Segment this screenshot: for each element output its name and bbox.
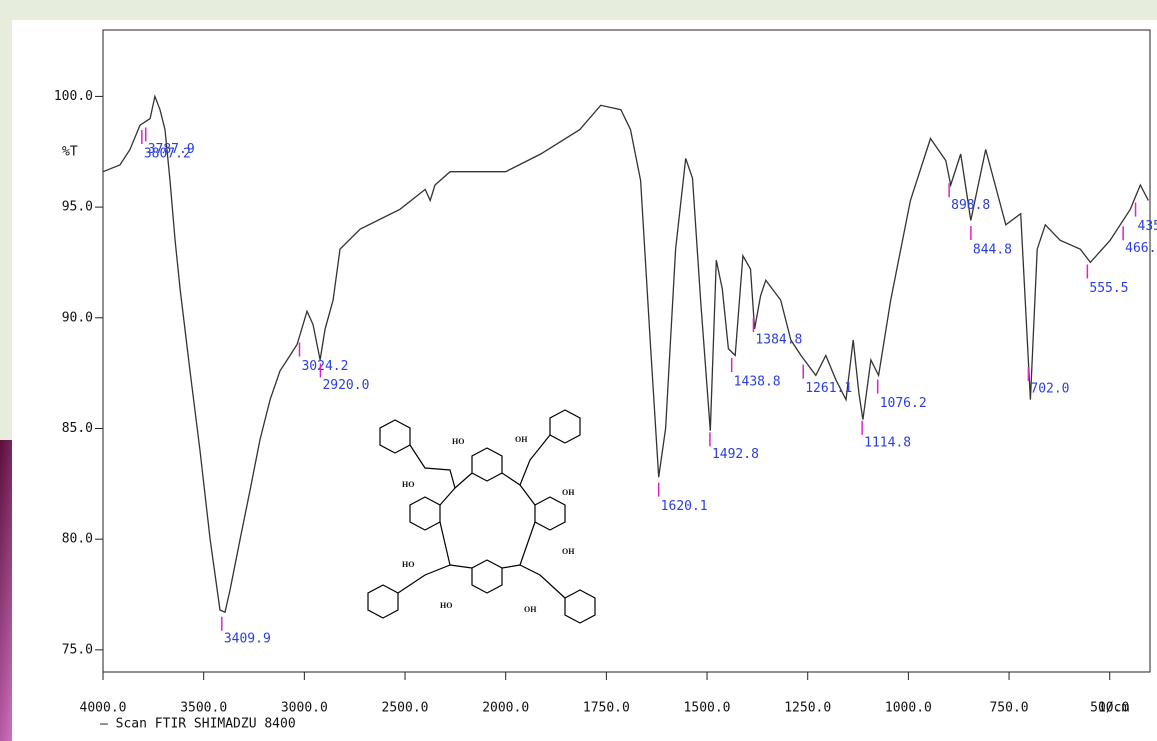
y-tick-label: 95.0 [62,200,93,215]
chart-background [12,20,1157,741]
peak-label: 435.9 [1138,219,1157,234]
peak-label: 555.5 [1089,281,1128,296]
peak-label: 1261.1 [805,381,852,396]
peak-label: 898.8 [951,198,990,213]
y-tick-label: 90.0 [62,310,93,325]
structure-label: OH [562,488,575,497]
x-tick-label: 750.0 [989,701,1028,716]
structure-label: HO [402,480,414,489]
x-tick-label: 2500.0 [382,701,429,716]
x-tick-label: 500.0 [1090,701,1129,716]
structure-label: HO [402,560,414,569]
peak-label: 3807.2 [144,147,191,162]
x-tick-label: 1250.0 [784,701,831,716]
x-tick-label: 1000.0 [885,701,932,716]
peak-label: 1620.1 [661,499,708,514]
legend-text: — Scan FTIR SHIMADZU 8400 [100,717,296,732]
structure-label: OH [515,435,528,444]
peak-label: 3024.2 [301,359,348,374]
structure-label: OH [562,547,575,556]
y-tick-label: 85.0 [62,421,93,436]
y-tick-label: 75.0 [62,642,93,657]
peak-label: 1492.8 [712,447,759,462]
peak-label: 1076.2 [880,396,927,411]
peak-label: 844.8 [973,243,1012,258]
x-tick-label: 2000.0 [482,701,529,716]
structure-label: OH [524,605,537,614]
peak-label: 702.0 [1030,381,1069,396]
chart: %T 1/cm — Scan FTIR SHIMADZU 8400 75.080… [0,0,1157,741]
x-tick-label: 3000.0 [281,701,328,716]
peak-label: 466.7 [1125,241,1157,256]
y-axis-label: %T [62,145,78,160]
x-tick-label: 3500.0 [180,701,227,716]
x-tick-label: 4000.0 [80,701,127,716]
page: %T 1/cm — Scan FTIR SHIMADZU 8400 75.080… [0,0,1157,741]
x-tick-label: 1750.0 [583,701,630,716]
peak-label: 2920.0 [322,378,369,393]
peak-label: 1438.8 [734,374,781,389]
x-tick-label: 1500.0 [684,701,731,716]
peak-label: 1114.8 [864,435,911,450]
peak-label: 3409.9 [224,631,271,646]
y-tick-label: 100.0 [54,89,93,104]
structure-label: HO [452,437,464,446]
peak-label: 1384.8 [755,333,802,348]
structure-label: HO [440,601,452,610]
y-tick-label: 80.0 [62,532,93,547]
